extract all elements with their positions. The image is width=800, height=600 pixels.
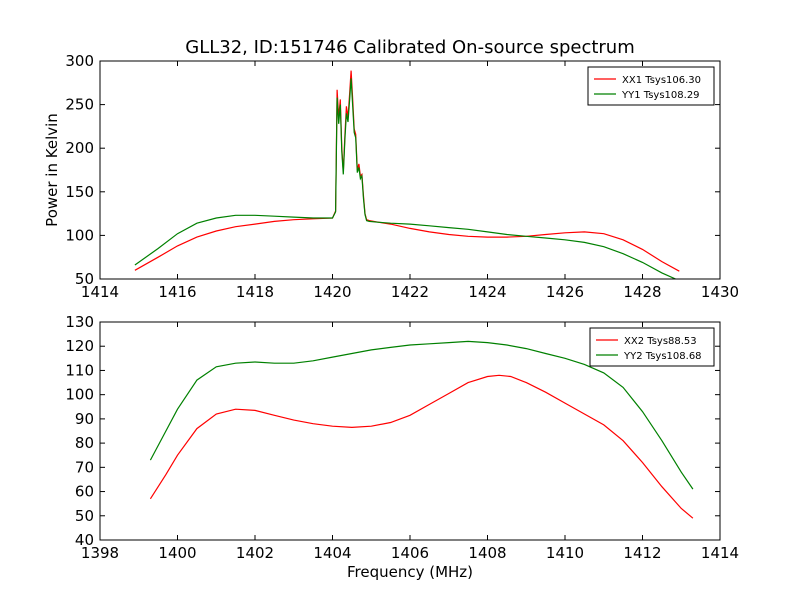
y-tick-label: 100	[65, 226, 94, 244]
legend-label: XX1 Tsys106.30	[622, 75, 701, 86]
legend-box	[589, 327, 715, 367]
x-tick-label: 1398	[81, 544, 119, 562]
y-tick-label: 70	[75, 458, 94, 476]
y-tick-label: 250	[65, 96, 94, 114]
bottom-plot-panel: 1398 1400 1402 1404 1406 1408 1410 1412 1414 40 50…	[65, 313, 739, 562]
y-tick-label: 80	[75, 434, 94, 452]
legend-box	[587, 66, 715, 106]
x-tick-label: 1430	[701, 283, 739, 301]
y-tick-label: 120	[65, 337, 94, 355]
x-tick-label: 1416	[158, 283, 196, 301]
x-tick-label: 1424	[468, 283, 506, 301]
legend: XX2 Tsys88.53 YY2 Tsys108.68	[589, 327, 715, 367]
x-tick-label: 1412	[623, 544, 661, 562]
x-tick-label: 1426	[546, 283, 584, 301]
series-line-xx2	[149, 374, 694, 519]
legend: XX1 Tsys106.30 YY1 Tsys108.29	[587, 66, 715, 106]
x-tick-label: 1400	[158, 544, 196, 562]
y-tick-label: 150	[65, 183, 94, 201]
x-tick-label: 1410	[546, 544, 584, 562]
y-tick-label: 110	[65, 361, 94, 379]
series-line-yy2	[149, 340, 694, 490]
x-tick-label: 1420	[313, 283, 351, 301]
y-tick-label: 40	[75, 531, 94, 549]
figure-title: GLL32, ID:151746 Calibrated On-source sp…	[185, 37, 635, 58]
x-tick-label: 1402	[236, 544, 274, 562]
y-tick-label: 130	[65, 313, 94, 331]
legend-label: XX2 Tsys88.53	[624, 336, 697, 347]
y-tick-label: 90	[75, 410, 94, 428]
x-tick-label: 1428	[623, 283, 661, 301]
x-axis-label: Frequency (MHz)	[347, 563, 473, 581]
legend-label: YY1 Tsys108.29	[621, 90, 700, 101]
x-tick-label: 1414	[81, 283, 119, 301]
y-tick-label: 300	[65, 52, 94, 70]
x-tick-label: 1406	[391, 544, 429, 562]
y-tick-label: 50	[75, 507, 94, 525]
x-tick-label: 1422	[391, 283, 429, 301]
legend-label: YY2 Tsys108.68	[623, 351, 702, 362]
y-tick-label: 200	[65, 139, 94, 157]
y-tick-label: 50	[75, 270, 94, 288]
y-tick-label: 100	[65, 386, 94, 404]
x-tick-label: 1408	[468, 544, 506, 562]
x-tick-label: 1404	[313, 544, 351, 562]
top-plot-panel: 1414 1416 1418 1420 1422 1424 1426 1428 1430 50 10…	[43, 52, 739, 301]
y-axis-label: Power in Kelvin	[43, 113, 61, 227]
y-tick-label: 60	[75, 483, 94, 501]
series-line-yy1	[134, 78, 677, 279]
x-tick-label: 1418	[236, 283, 274, 301]
x-tick-label: 1414	[701, 544, 739, 562]
